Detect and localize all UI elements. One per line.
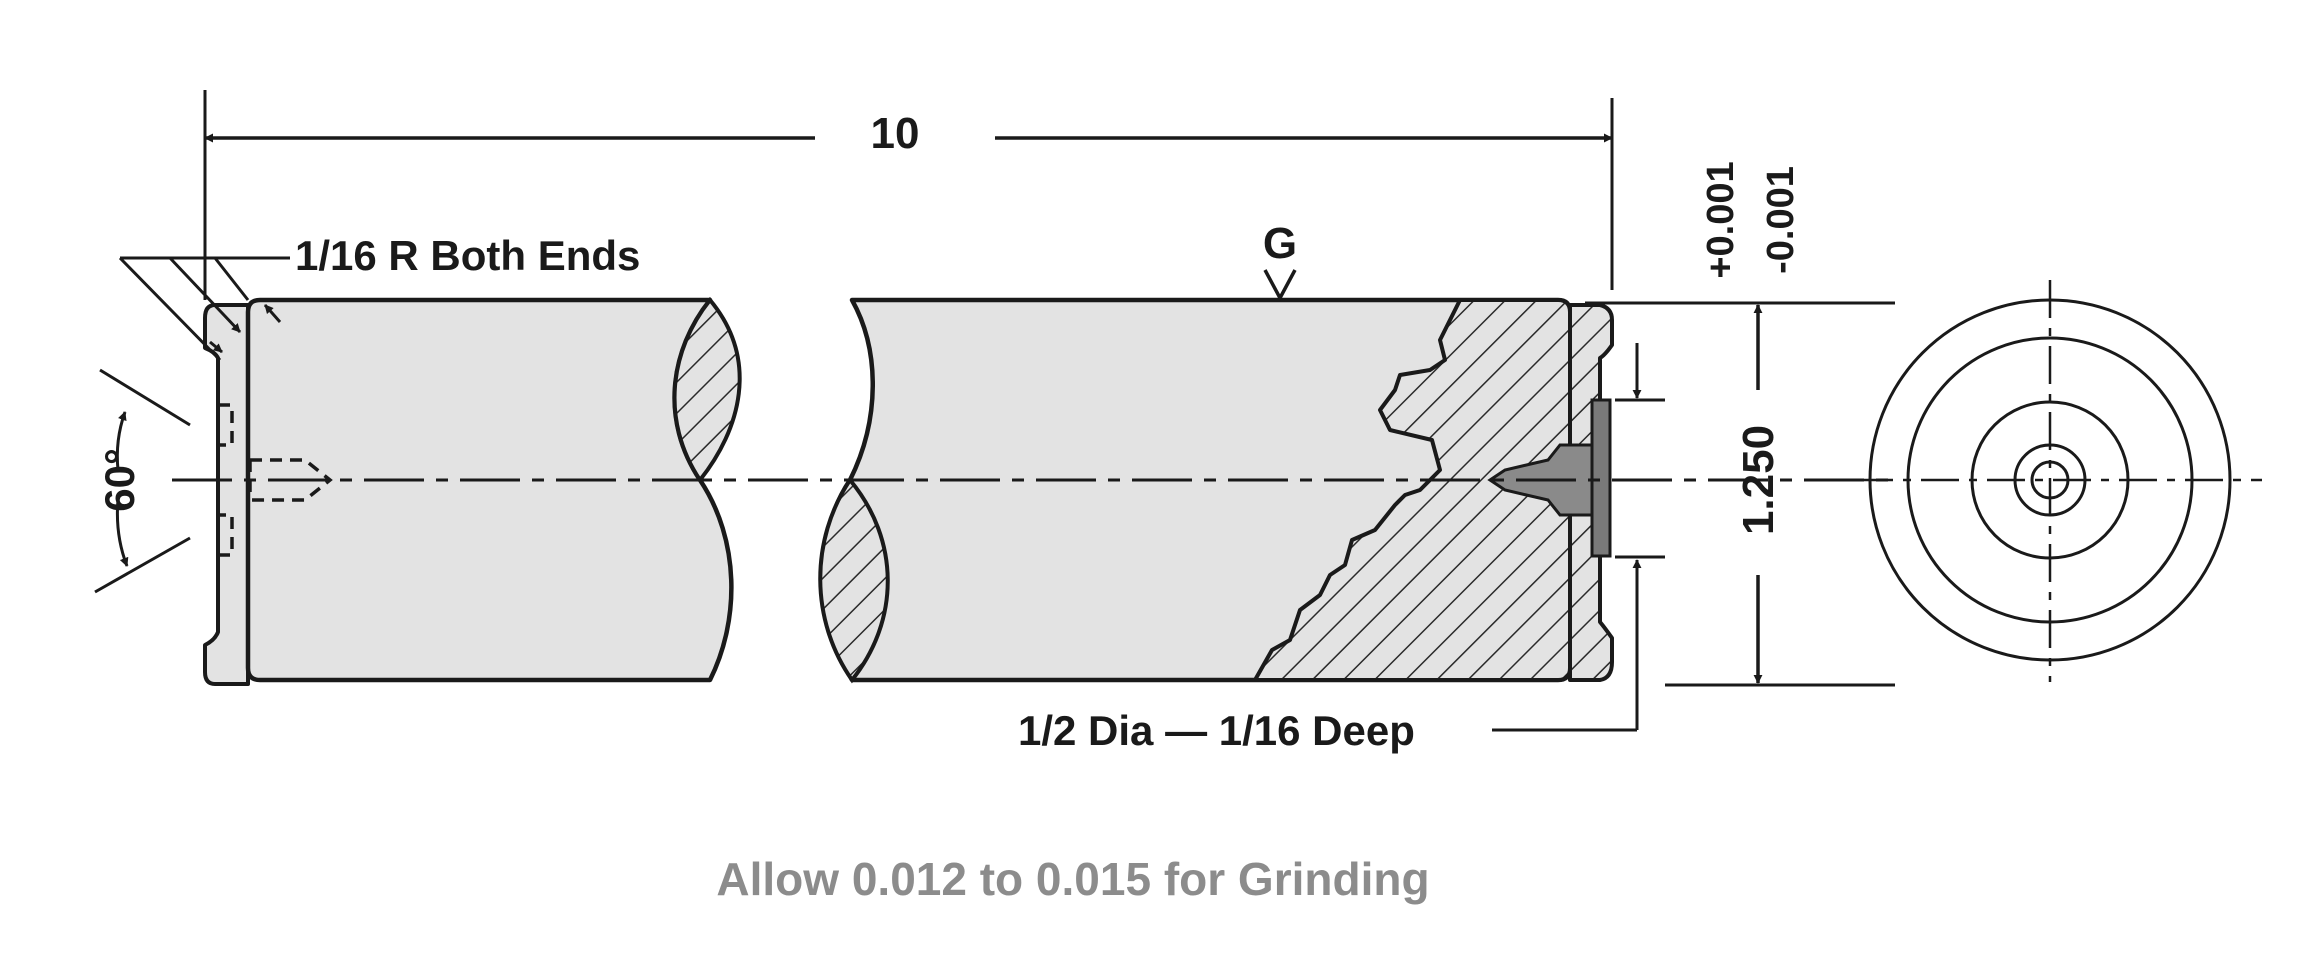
grinding-note: Allow 0.012 to 0.015 for Grinding	[716, 853, 1429, 905]
left-end-face	[203, 303, 250, 686]
grind-symbol: G	[1263, 219, 1297, 302]
shaft-right-section	[818, 297, 1614, 684]
tolerance-plus: +0.001	[1700, 161, 1742, 278]
left-body	[245, 297, 734, 683]
length-dimension: 10	[203, 90, 1614, 300]
diameter-dimension: 1.250 +0.001 -0.001	[1585, 161, 1895, 687]
radius-leader	[118, 256, 290, 362]
diameter-label: 1.250	[1734, 425, 1783, 535]
end-view	[1855, 280, 2262, 682]
angle-dimension	[94, 368, 191, 594]
recess-dimension	[1492, 343, 1665, 732]
angle-label: 60°	[96, 448, 143, 512]
length-label: 10	[871, 109, 920, 158]
tolerance-minus: -0.001	[1760, 166, 1802, 274]
radius-label: 1/16 R Both Ends	[295, 232, 640, 279]
recess-label: 1/2 Dia — 1/16 Deep	[1018, 707, 1415, 754]
grind-label: G	[1263, 219, 1297, 268]
recess	[1590, 398, 1612, 558]
shaft-left-section	[203, 296, 742, 686]
